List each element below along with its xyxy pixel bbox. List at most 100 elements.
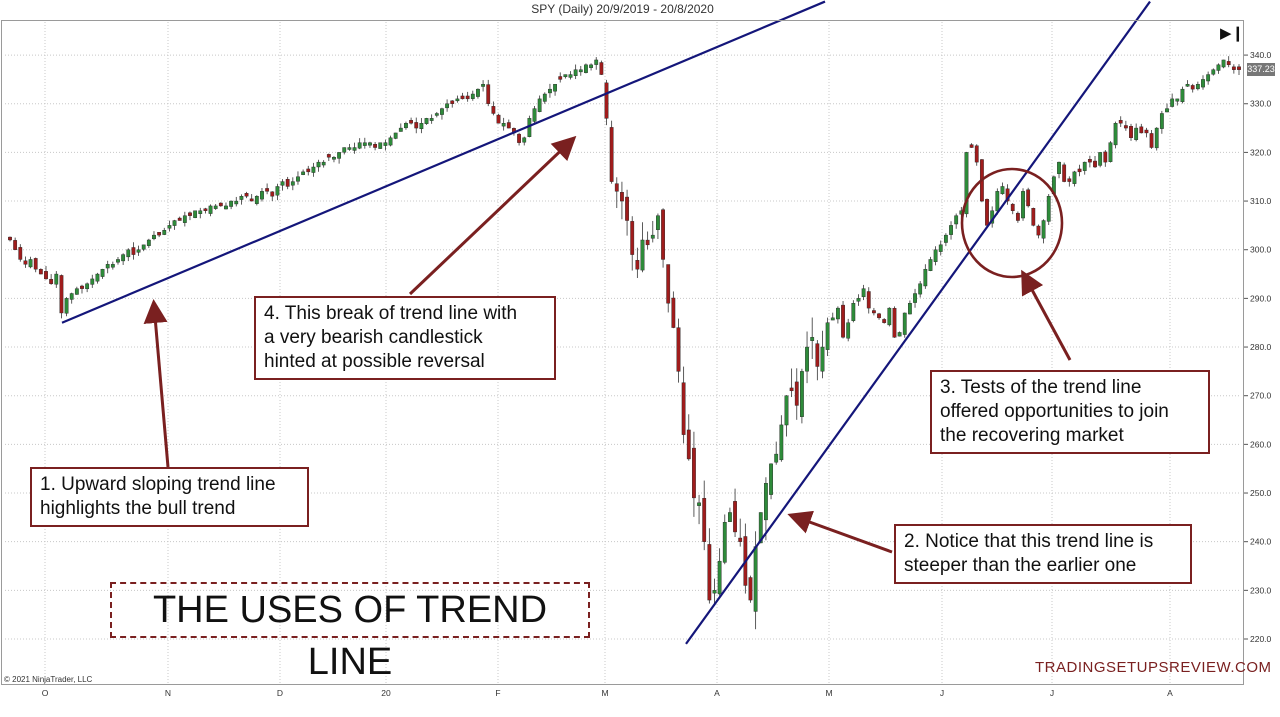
candle-body bbox=[892, 307, 897, 338]
annotation-note-3: 3. Tests of the trend line offered oppor… bbox=[930, 370, 1210, 454]
candle-body bbox=[224, 205, 228, 210]
candle-body bbox=[918, 283, 923, 295]
y-tick-label: 330.0 bbox=[1250, 99, 1272, 109]
candle-body bbox=[954, 215, 959, 225]
candle-body bbox=[481, 84, 485, 87]
candle-body bbox=[1015, 212, 1020, 221]
candle-body bbox=[229, 200, 234, 207]
candle-body bbox=[64, 298, 69, 314]
candle-body bbox=[707, 544, 712, 601]
candle-body bbox=[342, 147, 347, 153]
candle-body bbox=[1170, 98, 1175, 107]
candle-body bbox=[182, 215, 187, 223]
candle-body bbox=[357, 142, 362, 149]
candle-body bbox=[964, 152, 969, 215]
y-tick-label: 260.0 bbox=[1250, 439, 1272, 449]
candle-body bbox=[589, 64, 593, 68]
candle-body bbox=[856, 298, 861, 302]
candle-body bbox=[296, 176, 300, 182]
candle-body bbox=[260, 191, 264, 200]
candle-body bbox=[352, 147, 357, 151]
candle-body bbox=[8, 236, 12, 241]
note-3-line-3: the recovering market bbox=[940, 425, 1124, 446]
candle-body bbox=[887, 307, 892, 326]
candle-body bbox=[625, 196, 629, 221]
candle-body bbox=[542, 93, 547, 102]
candle-body bbox=[794, 381, 799, 406]
candle-body bbox=[13, 240, 18, 250]
candle-body bbox=[666, 264, 671, 304]
candle-body bbox=[779, 424, 784, 461]
candle-body bbox=[90, 278, 95, 285]
candle-body bbox=[692, 447, 696, 499]
play-to-end-icon[interactable]: ▶❙ bbox=[1220, 25, 1245, 42]
candle-body bbox=[866, 291, 871, 309]
candle-body bbox=[491, 106, 496, 114]
candle-body bbox=[1082, 161, 1087, 171]
candle-body bbox=[162, 230, 167, 235]
candle-body bbox=[923, 268, 928, 287]
candle-body bbox=[1211, 69, 1216, 75]
candle-body bbox=[332, 157, 336, 160]
candle-body bbox=[830, 317, 835, 321]
candle-body bbox=[193, 210, 198, 218]
candle-body bbox=[1139, 126, 1144, 134]
trend-lines bbox=[61, 0, 1151, 645]
candle-body bbox=[985, 198, 989, 226]
candle-body bbox=[1108, 142, 1113, 162]
candle-body bbox=[33, 258, 38, 270]
candle-body bbox=[594, 59, 599, 65]
candle-body bbox=[470, 93, 475, 99]
annotation-note-1: 1. Upward sloping trend line highlights … bbox=[30, 467, 309, 527]
candle-body bbox=[573, 69, 578, 76]
candle-body bbox=[368, 142, 372, 146]
note-4-line-3: hinted at possible reversal bbox=[264, 351, 485, 372]
candle-body bbox=[789, 387, 794, 392]
x-tick-label: D bbox=[277, 688, 283, 698]
candle-body bbox=[110, 264, 115, 268]
candle-body bbox=[1113, 123, 1118, 146]
candle-body bbox=[733, 501, 737, 533]
candle-body bbox=[949, 225, 953, 235]
candle-body bbox=[825, 322, 830, 350]
last-price-badge: 337.23 bbox=[1247, 63, 1275, 76]
candle-body bbox=[841, 304, 845, 338]
candle-body bbox=[661, 209, 665, 260]
candle-body bbox=[1123, 125, 1128, 129]
candle-body bbox=[836, 307, 840, 320]
annotation-note-4: 4. This break of trend line with a very … bbox=[254, 296, 556, 380]
candle-body bbox=[784, 395, 789, 426]
bull-trend-line bbox=[61, 0, 826, 324]
candle-body bbox=[630, 221, 635, 255]
candle-body bbox=[1221, 59, 1226, 68]
candle-body bbox=[882, 319, 887, 323]
candle-body bbox=[146, 239, 151, 246]
y-tick-label: 310.0 bbox=[1250, 196, 1272, 206]
candle-body bbox=[1144, 129, 1149, 134]
candle-body bbox=[424, 118, 429, 124]
candle-body bbox=[460, 95, 465, 100]
note-4-line-2: a very bearish candlestick bbox=[264, 327, 483, 348]
candle-body bbox=[1077, 168, 1082, 173]
candle-body bbox=[861, 288, 866, 298]
candle-body bbox=[136, 249, 141, 253]
x-tick-label: M bbox=[601, 688, 608, 698]
y-axis: 220.0 230.0 240.0 250.0 260.0 270.0 280.0 290.0… bbox=[1244, 50, 1272, 644]
candle-body bbox=[871, 310, 876, 314]
candle-body bbox=[337, 152, 342, 159]
candle-body bbox=[1165, 108, 1169, 113]
y-tick-label: 320.0 bbox=[1250, 147, 1272, 157]
candle-body bbox=[59, 275, 64, 314]
candle-body bbox=[604, 82, 609, 119]
candle-body bbox=[748, 577, 753, 601]
candle-body bbox=[1072, 171, 1077, 184]
candle-body bbox=[152, 234, 156, 240]
candle-body bbox=[728, 512, 732, 522]
candle-body bbox=[1237, 66, 1241, 70]
candle-body bbox=[1159, 113, 1164, 129]
x-tick-label: A bbox=[1167, 688, 1173, 698]
annotation-note-2: 2. Notice that this trend line is steepe… bbox=[894, 524, 1192, 584]
candle-body bbox=[974, 145, 979, 163]
candle-body bbox=[429, 118, 434, 121]
candle-body bbox=[203, 208, 208, 211]
